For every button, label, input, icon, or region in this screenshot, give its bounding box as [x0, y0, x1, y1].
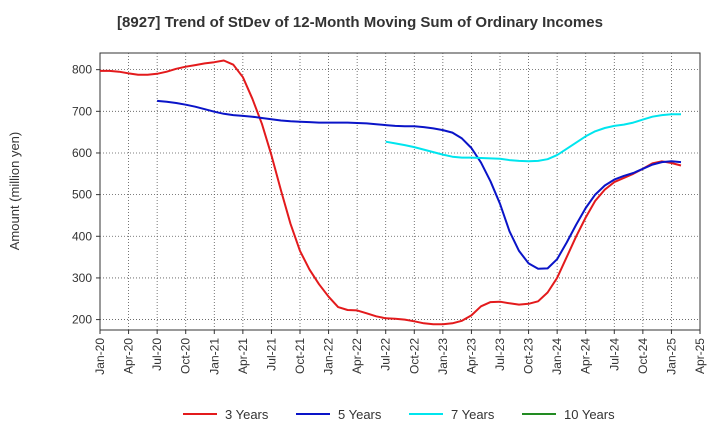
plot-area-frame	[99, 52, 701, 331]
series-line-7-years	[385, 113, 681, 163]
x-tick-label: Apr-20	[122, 338, 136, 374]
legend-label-10-years: 10 Years	[564, 407, 615, 422]
x-tick-label: Oct-23	[522, 338, 536, 374]
x-tick-label: Jan-21	[207, 338, 221, 375]
series-lines	[100, 59, 682, 326]
y-tick-label: 600	[72, 146, 92, 160]
series-line-5-years	[157, 99, 682, 270]
x-tick-label: Jan-24	[550, 338, 564, 375]
legend: 3 Years 5 Years 7 Years 10 Years	[183, 407, 615, 422]
x-tick-label: Oct-24	[636, 338, 650, 374]
y-axis: 200 300 400 500 600 700 800	[72, 63, 100, 327]
x-tick-label: Jul-21	[264, 338, 278, 371]
x-tick-label: Jan-20	[93, 338, 107, 375]
x-tick-label: Jul-20	[150, 338, 164, 371]
legend-label-5-years: 5 Years	[338, 407, 382, 422]
legend-label-7-years: 7 Years	[451, 407, 495, 422]
y-tick-label: 800	[72, 63, 92, 77]
x-tick-label: Oct-22	[407, 338, 421, 374]
x-tick-label: Jan-22	[322, 338, 336, 375]
y-tick-label: 200	[72, 313, 92, 327]
x-tick-label: Jan-23	[436, 338, 450, 375]
x-tick-label: Oct-20	[179, 338, 193, 374]
x-tick-label: Apr-22	[350, 338, 364, 374]
x-tick-label: Apr-23	[464, 338, 478, 374]
x-tick-label: Oct-21	[293, 338, 307, 374]
x-tick-label: Apr-25	[693, 338, 707, 374]
y-axis-label: Amount (million yen)	[7, 132, 22, 251]
x-axis: Jan-20 Apr-20 Jul-20 Oct-20 Jan-21 Apr-21 Jul-…	[93, 330, 707, 375]
y-tick-label: 300	[72, 271, 92, 285]
x-tick-label: Jul-23	[493, 338, 507, 371]
chart-title: [8927] Trend of StDev of 12-Month Moving…	[117, 14, 603, 31]
y-tick-label: 700	[72, 104, 92, 118]
x-tick-label: Jan-25	[664, 338, 678, 375]
x-tick-label: Jul-24	[607, 338, 621, 371]
y-tick-label: 500	[72, 188, 92, 202]
x-tick-label: Apr-24	[579, 338, 593, 374]
x-tick-label: Jul-22	[379, 338, 393, 371]
x-tick-label: Apr-21	[236, 338, 250, 374]
legend-label-3-years: 3 Years	[225, 407, 269, 422]
series-line-3-years	[100, 59, 682, 326]
y-tick-label: 400	[72, 229, 92, 243]
